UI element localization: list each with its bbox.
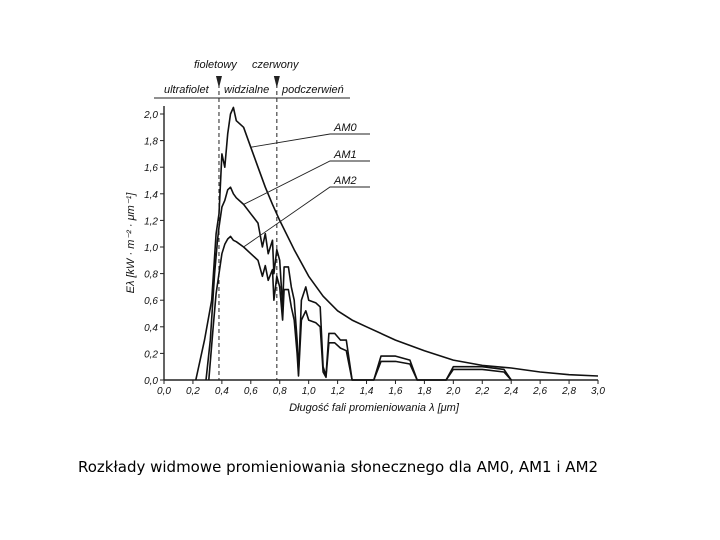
x-tick-label: 0,4 (215, 386, 229, 397)
x-tick-label: 2,4 (503, 386, 518, 397)
y-tick-label: 1,8 (144, 137, 158, 148)
chart-labels: Eλ [kW · m⁻² · μm⁻¹] Długość fali promie… (125, 59, 460, 414)
x-tick-label: 1,0 (302, 386, 316, 397)
region-label-widzialne: widzialne (224, 84, 269, 96)
region-label-podczerwien: podczerwień (281, 84, 344, 96)
x-tick-label: 3,0 (591, 386, 605, 397)
y-tick-label: 0,8 (144, 270, 158, 281)
y-tick-label: 0,2 (144, 349, 158, 360)
x-axis-label: Długość fali promieniowania λ [μm] (289, 402, 460, 414)
y-tick-label: 1,6 (144, 163, 158, 174)
x-tick-label: 2,8 (561, 386, 576, 397)
x-tick-label: 0,8 (273, 386, 287, 397)
boundary-label-fioletowy: fioletowy (194, 59, 238, 71)
chart-axes (154, 97, 598, 381)
series-line-am2 (208, 235, 512, 381)
x-tick-label: 0,6 (244, 386, 258, 397)
series-line-am0 (195, 106, 599, 381)
x-tick-label: 1,6 (389, 386, 403, 397)
x-tick-label: 0,2 (186, 386, 200, 397)
y-tick-label: 0,0 (144, 376, 158, 387)
annotation-leader-am2 (243, 186, 370, 248)
figure-caption: Rozkłady widmowe promieniowania słoneczn… (78, 458, 599, 476)
annotation-am0: AM0 (333, 122, 358, 134)
annotation-am1: AM1 (333, 149, 357, 161)
y-tick-label: 0,4 (144, 323, 158, 334)
x-tick-label: 2,0 (445, 386, 460, 397)
chart-series (195, 106, 599, 381)
y-tick-label: 1,0 (144, 243, 158, 254)
chart-ticks: 0,0 0,2 0,4 0,6 0,8 1,0 1,2 1,4 1,6 1,8 2,0 2,2 2,4 2… (143, 110, 605, 397)
y-tick-label: 0,6 (144, 296, 158, 307)
x-tick-label: 2,2 (474, 386, 489, 397)
x-tick-label: 1,8 (417, 386, 431, 397)
y-axis-label: Eλ [kW · m⁻² · μm⁻¹] (125, 192, 137, 294)
annotation-leader-am0 (250, 133, 370, 148)
boundary-arrow (215, 76, 222, 88)
annotation-leader-am1 (243, 160, 370, 205)
region-label-ultrafiolet: ultrafiolet (164, 84, 210, 96)
series-line-am1 (205, 186, 512, 381)
x-tick-label: 1,2 (331, 386, 345, 397)
boundary-label-czerwony: czerwony (252, 59, 300, 71)
x-tick-label: 2,6 (532, 386, 547, 397)
annotation-am2: AM2 (333, 175, 357, 187)
boundary-arrow (273, 76, 280, 88)
x-tick-label: 1,4 (360, 386, 374, 397)
x-tick-label: 0,0 (157, 386, 171, 397)
y-tick-label: 1,4 (144, 190, 158, 201)
y-tick-label: 2,0 (143, 110, 158, 121)
y-tick-label: 1,2 (144, 216, 158, 227)
